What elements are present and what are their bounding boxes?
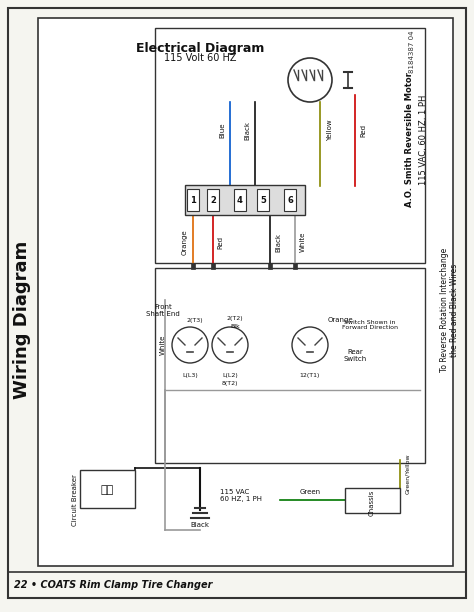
Text: Electrical Diagram: Electrical Diagram [136, 42, 264, 54]
Text: 115 VAC
60 HZ, 1 PH: 115 VAC 60 HZ, 1 PH [220, 488, 262, 501]
Text: Green/Yellow: Green/Yellow [405, 453, 410, 494]
Bar [293, 263, 297, 269]
Text: Blk: Blk [230, 324, 240, 329]
Circle shape [288, 58, 332, 102]
Text: To Reverse Rotation Interchange: To Reverse Rotation Interchange [440, 248, 449, 372]
Text: 2(T2): 2(T2) [227, 316, 243, 321]
Text: Orange: Orange [327, 317, 353, 323]
Text: 4: 4 [237, 195, 243, 204]
Text: Black: Black [244, 121, 250, 140]
Text: Chassis: Chassis [369, 490, 375, 516]
Text: Wiring Diagram: Wiring Diagram [13, 241, 31, 399]
Bar [187, 189, 199, 211]
Text: White: White [160, 335, 166, 355]
Bar [185, 185, 305, 215]
Text: Orange: Orange [182, 229, 188, 255]
Bar [257, 189, 269, 211]
Text: 5: 5 [260, 195, 266, 204]
Text: 1: 1 [190, 195, 196, 204]
Text: A.O. Smith Reversible Motor: A.O. Smith Reversible Motor [405, 73, 414, 207]
Circle shape [292, 327, 328, 363]
Bar [38, 18, 453, 566]
Text: Rear
Switch: Rear Switch [343, 348, 366, 362]
Bar [268, 263, 272, 269]
Text: Circuit Breaker: Circuit Breaker [72, 474, 78, 526]
Text: Front
Shaft End: Front Shaft End [146, 304, 180, 316]
Text: 115 VAC, 60 HZ, 1 PH: 115 VAC, 60 HZ, 1 PH [419, 95, 428, 185]
Bar [211, 263, 215, 269]
Bar [234, 189, 246, 211]
Text: 8184387 04: 8184387 04 [409, 30, 415, 72]
Bar [80, 470, 135, 508]
Circle shape [172, 327, 208, 363]
Text: 6: 6 [287, 195, 293, 204]
Text: Red: Red [360, 124, 366, 136]
Text: the Red and Black Wires: the Red and Black Wires [450, 263, 459, 357]
Text: Green: Green [300, 489, 320, 495]
Text: 2: 2 [210, 195, 216, 204]
Text: L(L2): L(L2) [222, 373, 238, 378]
Text: 12(T1): 12(T1) [300, 373, 320, 378]
Bar [155, 28, 425, 263]
Text: Switch Shown in
Forward Direction: Switch Shown in Forward Direction [342, 319, 398, 330]
Circle shape [212, 327, 248, 363]
Text: Blue: Blue [219, 122, 225, 138]
Text: ⟂⟂: ⟂⟂ [100, 485, 114, 495]
Bar [155, 268, 425, 463]
Bar [191, 263, 195, 269]
Text: White: White [300, 232, 306, 252]
Bar [207, 189, 219, 211]
Text: Black: Black [191, 522, 210, 528]
Text: 2(T3): 2(T3) [187, 318, 203, 323]
Text: Yellow: Yellow [327, 119, 333, 141]
Text: 8(T2): 8(T2) [222, 381, 238, 386]
Text: L(L3): L(L3) [182, 373, 198, 378]
Bar [284, 189, 296, 211]
Bar [345, 488, 400, 513]
Text: 115 Volt 60 HZ: 115 Volt 60 HZ [164, 53, 236, 63]
Text: Red: Red [217, 236, 223, 248]
Text: Black: Black [275, 233, 281, 252]
Text: 22 • COATS Rim Clamp Tire Changer: 22 • COATS Rim Clamp Tire Changer [14, 580, 212, 590]
